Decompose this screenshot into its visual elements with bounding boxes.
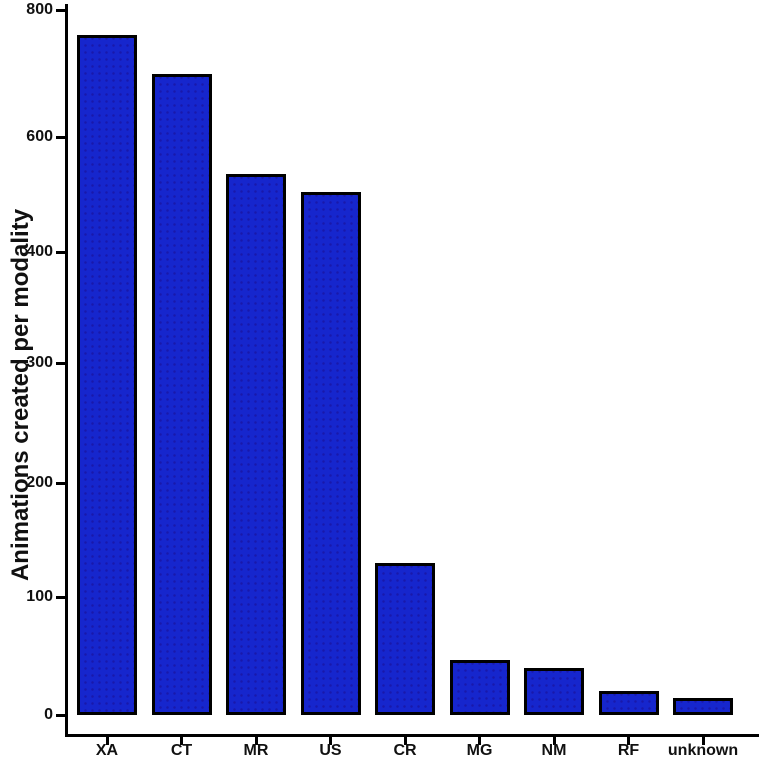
x-tick-label-xa: XA xyxy=(95,742,119,758)
x-tick-mark xyxy=(701,737,705,745)
x-tick-label-mr: MR xyxy=(243,742,269,758)
bar-us xyxy=(300,191,361,715)
x-tick-label-unknown: unknown xyxy=(667,742,739,758)
y-axis-line xyxy=(65,4,68,737)
x-axis-line xyxy=(65,734,759,737)
bar-nm xyxy=(524,667,584,715)
x-tick-mark xyxy=(403,737,407,745)
y-tick-mark xyxy=(56,135,66,139)
x-tick-mark xyxy=(627,737,630,745)
x-tick-mark xyxy=(478,737,481,745)
x-tick-label-mg: MG xyxy=(466,742,493,758)
x-tick-mark xyxy=(105,737,109,745)
x-tick-label-nm: NM xyxy=(541,742,567,758)
x-tick-mark xyxy=(180,737,183,745)
y-tick-label: 800 xyxy=(26,1,53,18)
y-tick-label: 0 xyxy=(44,706,53,723)
bar-cr xyxy=(375,562,435,715)
x-tick-mark xyxy=(329,737,332,745)
y-tick-label: 100 xyxy=(26,588,53,605)
bar-mg xyxy=(449,659,510,715)
bar-ct xyxy=(151,73,212,715)
bar-mr xyxy=(226,174,286,715)
y-tick-mark xyxy=(56,250,66,254)
bar-rf xyxy=(598,691,659,715)
x-tick-label-ct: CT xyxy=(170,742,193,758)
y-tick-label: 600 xyxy=(26,128,53,145)
x-tick-label-rf: RF xyxy=(617,742,640,758)
y-tick-mark xyxy=(56,713,66,717)
x-tick-label-cr: CR xyxy=(393,742,417,758)
bar-unknown xyxy=(673,698,733,715)
y-tick-label: 200 xyxy=(26,474,53,491)
x-tick-mark xyxy=(552,737,556,745)
y-tick-label: 300 xyxy=(26,354,53,371)
y-axis-title-text: Animations created per modality xyxy=(7,208,34,582)
y-tick-mark xyxy=(56,8,66,12)
y-tick-mark xyxy=(56,361,66,365)
bar-xa xyxy=(77,35,137,715)
x-tick-label-us: US xyxy=(319,742,342,758)
x-tick-mark xyxy=(254,737,258,745)
y-tick-label: 400 xyxy=(26,243,53,260)
y-tick-mark xyxy=(56,481,66,485)
y-tick-mark xyxy=(56,595,66,599)
